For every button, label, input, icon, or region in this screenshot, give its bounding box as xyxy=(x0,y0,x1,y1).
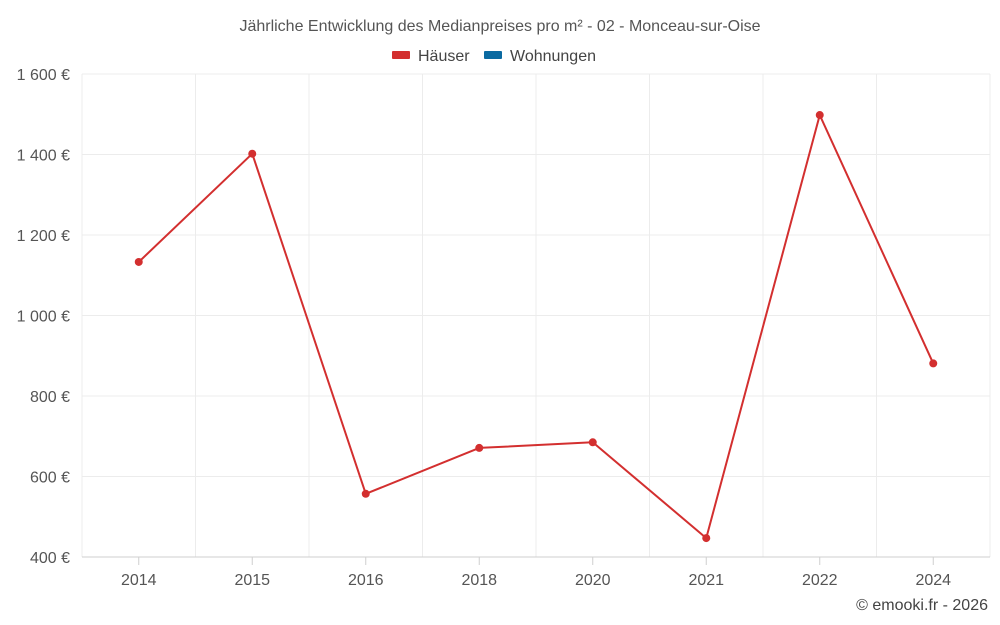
data-point-2018[interactable] xyxy=(475,443,484,452)
data-point-2020[interactable] xyxy=(588,438,597,447)
series-haeuser xyxy=(134,111,938,543)
y-axis: 400 € 600 € 800 € 1 000 € 1 200 € 1 400 € 1 60… xyxy=(17,67,70,567)
y-tick-label: 400 € xyxy=(30,550,70,567)
x-tick-label: 2015 xyxy=(234,572,270,589)
data-point-2024[interactable] xyxy=(929,359,938,368)
x-tick-label: 2022 xyxy=(802,572,838,589)
x-tick-label: 2020 xyxy=(575,572,611,589)
x-tick-label: 2014 xyxy=(121,572,157,589)
y-tick-label: 800 € xyxy=(30,389,70,406)
data-point-2022[interactable] xyxy=(815,111,824,120)
data-point-2015[interactable] xyxy=(248,149,257,158)
x-tick-label: 2024 xyxy=(915,572,951,589)
legend-item-haeuser[interactable]: Häuser xyxy=(392,48,470,65)
y-tick-label: 1 600 € xyxy=(17,67,70,84)
legend-swatch-wohnungen xyxy=(484,51,502,59)
legend-swatch-haeuser xyxy=(392,51,410,59)
x-tick-label: 2021 xyxy=(688,572,724,589)
y-tick-label: 1 400 € xyxy=(17,148,70,165)
grid xyxy=(81,73,991,557)
x-axis: 2014 2015 2016 2018 2020 2021 2022 2024 xyxy=(82,556,990,589)
x-tick-label: 2018 xyxy=(461,572,497,589)
y-tick-label: 1 000 € xyxy=(17,309,70,326)
x-tick-label: 2016 xyxy=(348,572,384,589)
series-line-haeuser xyxy=(138,114,935,540)
y-tick-label: 600 € xyxy=(30,470,70,487)
legend: Häuser Wohnungen xyxy=(392,48,596,65)
data-point-2014[interactable] xyxy=(134,257,143,266)
legend-item-wohnungen[interactable]: Wohnungen xyxy=(484,48,596,65)
credit-text: © emooki.fr - 2026 xyxy=(856,597,988,614)
data-point-2016[interactable] xyxy=(361,489,370,498)
legend-label-haeuser: Häuser xyxy=(418,48,470,65)
data-point-2021[interactable] xyxy=(702,534,711,543)
legend-label-wohnungen: Wohnungen xyxy=(510,48,596,65)
y-tick-label: 1 200 € xyxy=(17,228,70,245)
chart-title: Jährliche Entwicklung des Medianpreises … xyxy=(239,18,760,35)
